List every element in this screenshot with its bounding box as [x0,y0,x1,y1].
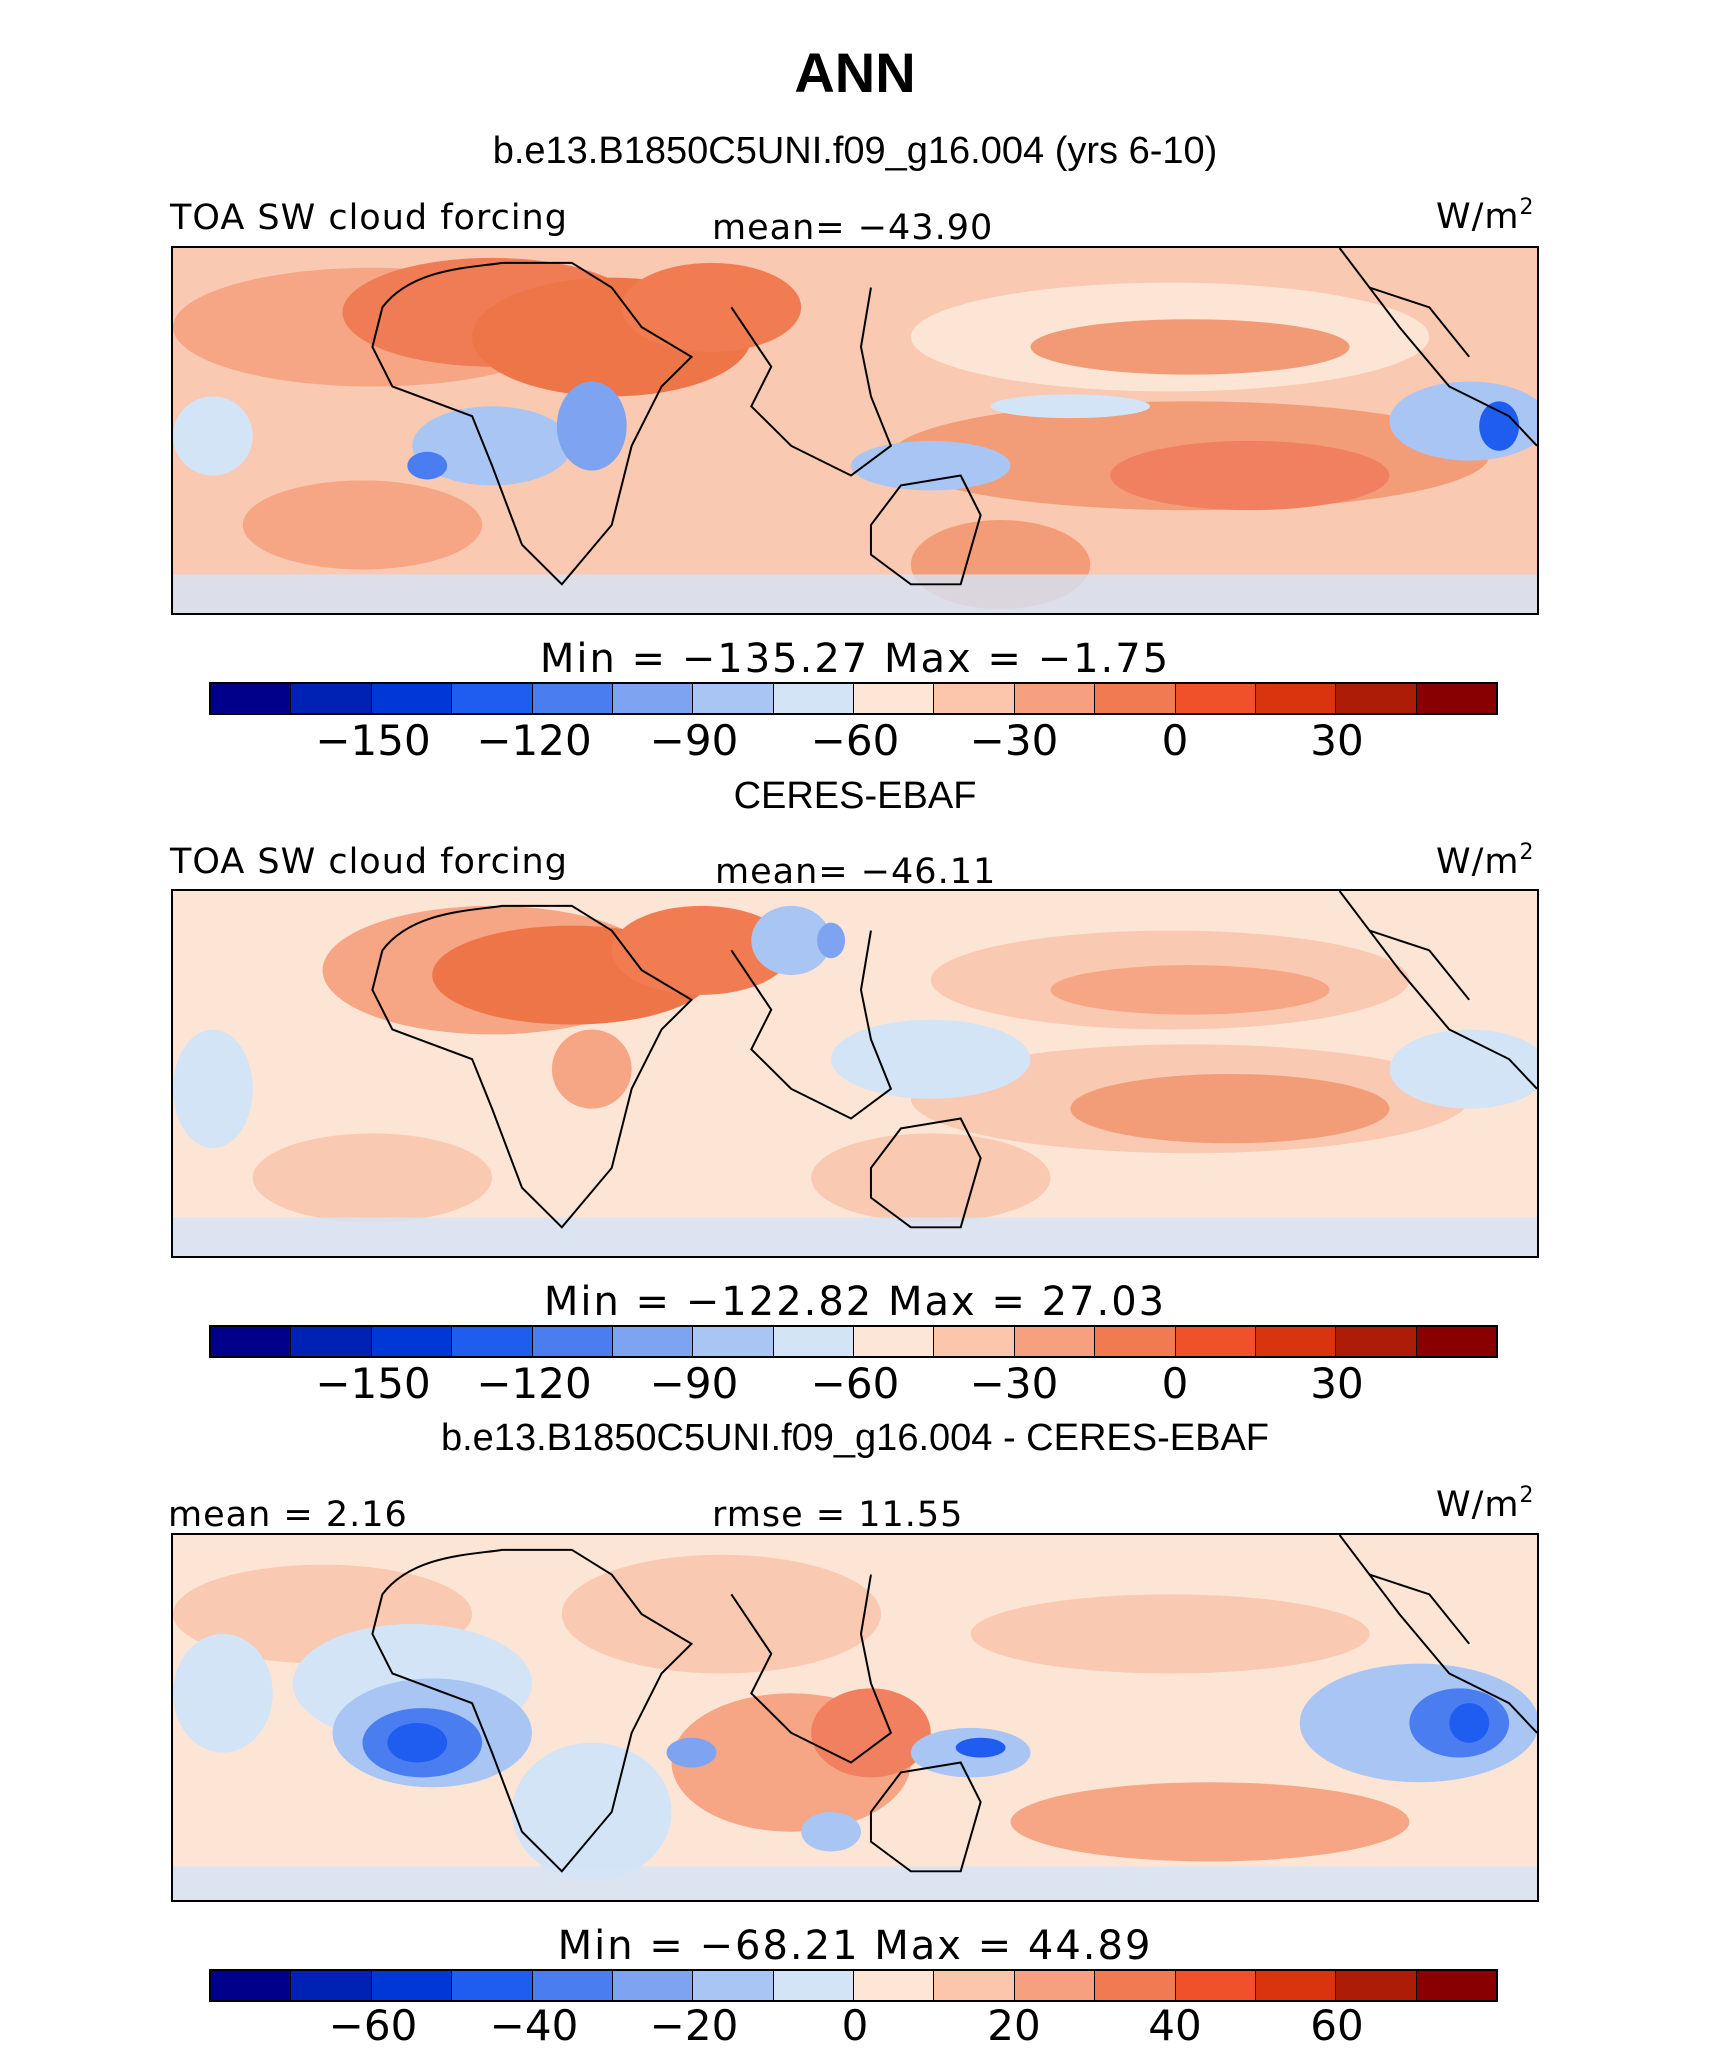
colorbar-segment [1175,684,1256,713]
panel2-map [171,889,1539,1258]
colorbar-segment [854,684,935,713]
colorbar-segment [1336,1327,1417,1356]
panel1-mean-label: mean= −43.90 [712,208,994,248]
panel1-colorbar-tick: −90 [649,716,739,765]
colorbar-segment [854,1971,935,2000]
panel2-colorbar [209,1325,1498,1358]
colorbar-segment [773,684,854,713]
colorbar-segment [1095,1327,1176,1356]
panel3-mean-label: mean = 2.16 [168,1495,408,1535]
colorbar-segment [1175,1327,1256,1356]
colorbar-segment [1095,1971,1176,2000]
panel3-unit-label: W/m2 [1436,1483,1535,1525]
panel3-map [171,1533,1539,1902]
colorbar-segment [291,684,372,713]
colorbar-segment [934,684,1015,713]
colorbar-segment [1014,1327,1096,1356]
figure-title: ANN [794,41,916,104]
colorbar-segment [532,1327,613,1356]
colorbar-segment [693,1327,774,1356]
colorbar-segment [773,1971,854,2000]
colorbar-segment [452,1327,533,1356]
panel2-colorbar-tick: −60 [810,1359,900,1408]
colorbar-segment [291,1327,372,1356]
panel2-unit-label: W/m2 [1436,840,1535,882]
colorbar-segment [371,684,453,713]
panel3-colorbar-tick: −60 [328,2001,418,2050]
colorbar-segment [612,684,694,713]
colorbar-segment [291,1971,372,2000]
panel1-colorbar-tick: −120 [476,716,592,765]
panel1-subtitle: b.e13.B1850C5UNI.f09_g16.004 (yrs 6-10) [492,130,1218,172]
colorbar-segment [773,1327,854,1356]
colorbar-segment [612,1327,694,1356]
colorbar-segment [1095,684,1176,713]
colorbar-segment [1336,684,1417,713]
panel2-minmax: Min = −122.82 Max = 27.03 [543,1279,1167,1325]
panel3-colorbar-tick: −20 [649,2001,739,2050]
panel3-colorbar [209,1969,1498,2002]
panel2-colorbar-tick: −120 [476,1359,592,1408]
colorbar-segment [532,1971,613,2000]
colorbar-segment [1014,1971,1096,2000]
colorbar-segment [211,1327,292,1356]
colorbar-segment [854,1327,935,1356]
colorbar-segment [1255,1327,1337,1356]
colorbar-segment [1416,684,1496,713]
colorbar-segment [612,1971,694,2000]
panel3-subtitle: b.e13.B1850C5UNI.f09_g16.004 - CERES-EBA… [440,1417,1270,1459]
panel3-colorbar-tick: −40 [489,2001,579,2050]
panel2-colorbar-tick: −90 [649,1359,739,1408]
colorbar-segment [1416,1971,1496,2000]
colorbar-segment [452,1971,533,2000]
panel2-variable-label: TOA SW cloud forcing [170,842,568,882]
colorbar-segment [452,684,533,713]
panel2-colorbar-tick: −30 [969,1359,1059,1408]
panel1-colorbar-tick: 0 [1161,716,1189,765]
colorbar-segment [934,1971,1015,2000]
colorbar-segment [1255,684,1337,713]
colorbar-segment [1175,1971,1256,2000]
panel1-variable-label: TOA SW cloud forcing [170,198,568,238]
panel3-colorbar-tick: 20 [987,2001,1041,2050]
colorbar-segment [211,1971,292,2000]
colorbar-segment [693,684,774,713]
panel1-colorbar [209,682,1498,715]
panel1-map [171,246,1539,615]
panel1-unit-label: W/m2 [1436,195,1535,237]
panel2-colorbar-tick: 30 [1310,1359,1364,1408]
panel2-mean-label: mean= −46.11 [715,852,997,892]
colorbar-segment [371,1971,453,2000]
colorbar-segment [1014,684,1096,713]
panel3-colorbar-tick: 60 [1310,2001,1364,2050]
panel2-subtitle: CERES-EBAF [733,775,977,817]
colorbar-segment [211,684,292,713]
colorbar-segment [934,1327,1015,1356]
panel3-colorbar-tick: 40 [1148,2001,1202,2050]
colorbar-segment [1416,1327,1496,1356]
panel1-colorbar-tick: 30 [1310,716,1364,765]
panel1-minmax: Min = −135.27 Max = −1.75 [539,636,1171,682]
panel3-minmax: Min = −68.21 Max = 44.89 [557,1923,1153,1969]
colorbar-segment [693,1971,774,2000]
panel2-colorbar-tick: −150 [315,1359,431,1408]
panel3-colorbar-tick: 0 [841,2001,869,2050]
colorbar-segment [1255,1971,1337,2000]
panel2-colorbar-tick: 0 [1161,1359,1189,1408]
panel1-colorbar-tick: −60 [810,716,900,765]
panel1-colorbar-tick: −30 [969,716,1059,765]
colorbar-segment [1336,1971,1417,2000]
panel3-rmse-label: rmse = 11.55 [712,1495,964,1535]
colorbar-segment [371,1327,453,1356]
panel1-colorbar-tick: −150 [315,716,431,765]
colorbar-segment [532,684,613,713]
